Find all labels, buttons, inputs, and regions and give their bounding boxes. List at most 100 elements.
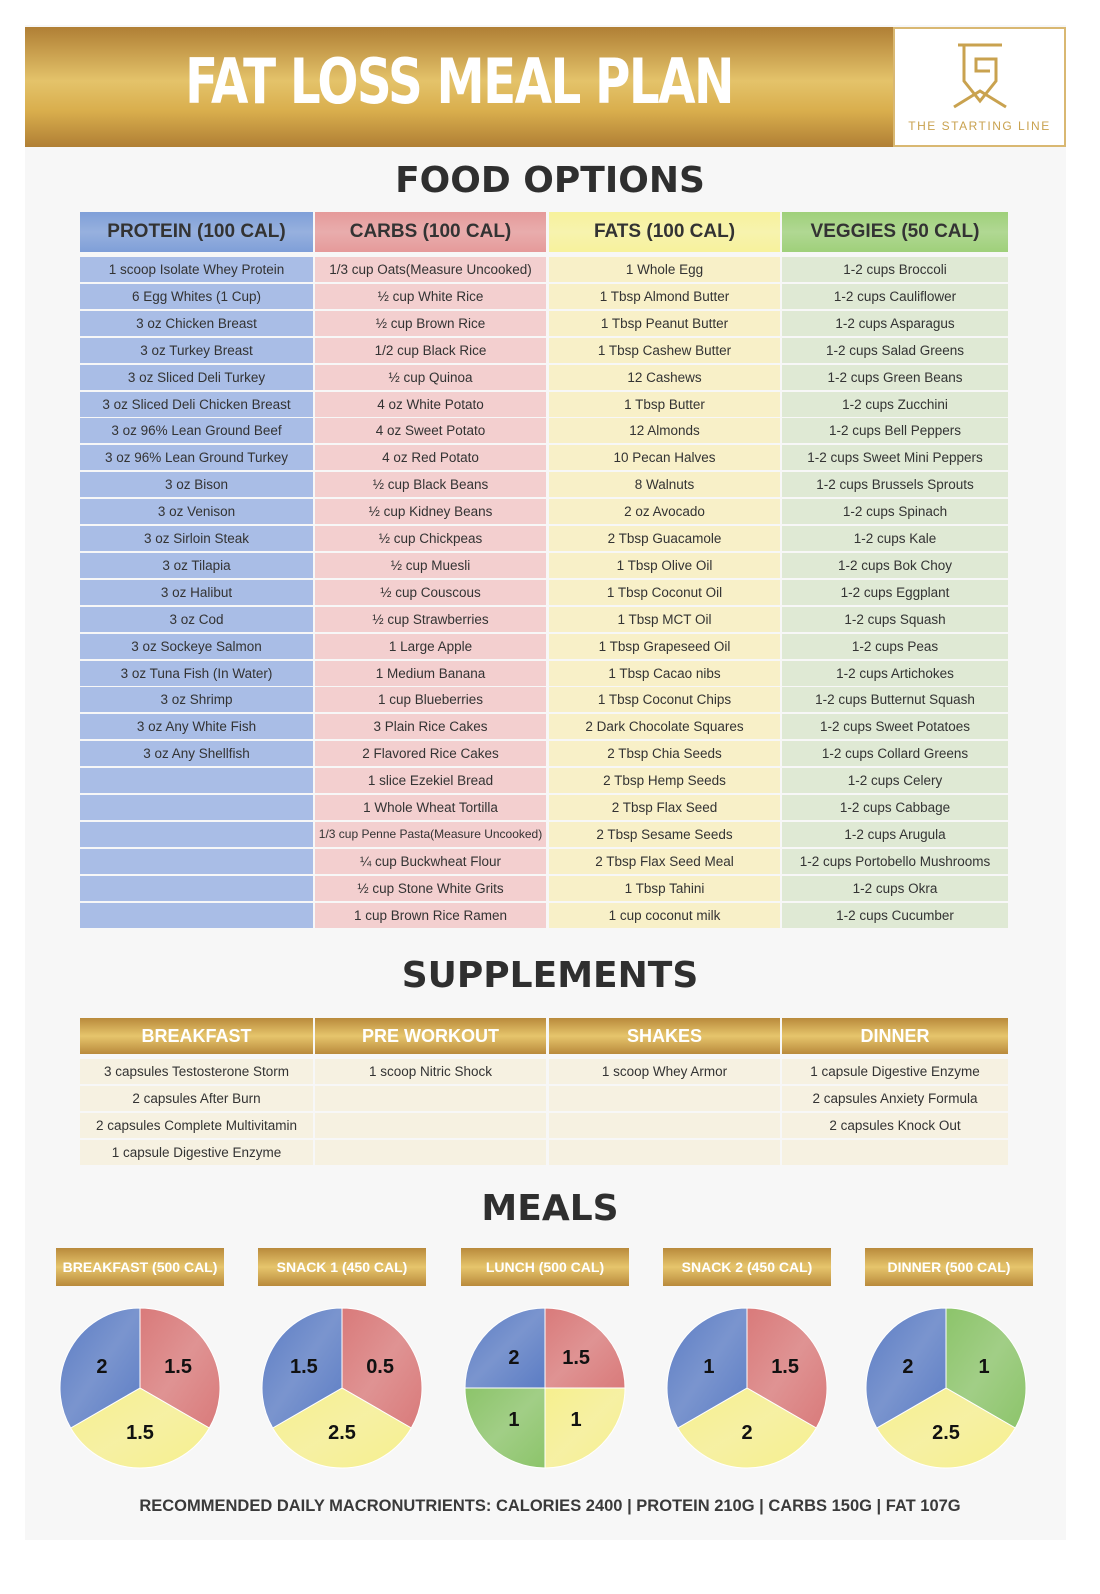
pie-slice-fats xyxy=(70,1387,210,1469)
meals-title: MEALS xyxy=(481,1188,619,1229)
food-item-carbs: 1 Large Apple xyxy=(315,633,546,659)
food-item-fats: 1 cup coconut milk xyxy=(549,902,780,928)
food-item-carbs: ½ cup Quinoa xyxy=(315,364,546,390)
food-item-protein: 3 oz Tuna Fish (In Water) xyxy=(80,660,313,686)
pie-slice-fats xyxy=(677,1387,817,1469)
food-item-veggies: 1-2 cups Cauliflower xyxy=(782,283,1008,309)
supplement-item: 2 capsules After Burn xyxy=(80,1086,313,1111)
food-item-carbs: 4 oz White Potato xyxy=(315,391,546,417)
food-item-fats: 8 Walnuts xyxy=(549,472,780,498)
pie-slice-protein xyxy=(464,1307,546,1389)
pie-slice-label: 1.5 xyxy=(771,1356,799,1378)
food-item-carbs: 1 cup Brown Rice Ramen xyxy=(315,902,546,928)
pie-slice-protein xyxy=(59,1307,141,1429)
pie-slice-veggies xyxy=(464,1387,546,1469)
food-item-carbs: ½ cup White Rice xyxy=(315,283,546,309)
food-item-veggies: 1-2 cups Bok Choy xyxy=(782,552,1008,578)
pie-slice-label: 1.5 xyxy=(126,1422,154,1444)
food-item-carbs: 1 Whole Wheat Tortilla xyxy=(315,795,546,820)
supplement-item xyxy=(315,1086,546,1111)
column-header-veggies: VEGGIES (50 CAL) xyxy=(782,212,1008,252)
supplement-item: 2 capsules Knock Out xyxy=(782,1113,1008,1138)
food-item-veggies: 1-2 cups Cabbage xyxy=(782,795,1008,820)
food-item-protein: 3 oz Bison xyxy=(80,472,313,498)
food-item-carbs: 4 oz Sweet Potato xyxy=(315,418,546,444)
food-item-veggies: 1-2 cups Sweet Potatoes xyxy=(782,714,1008,740)
food-item-veggies: 1-2 cups Spinach xyxy=(782,499,1008,525)
supplement-item xyxy=(315,1140,546,1165)
food-item-carbs: ½ cup Kidney Beans xyxy=(315,499,546,525)
column-header-protein: PROTEIN (100 CAL) xyxy=(80,212,313,252)
supplement-item xyxy=(549,1086,780,1111)
column-header-carbs: CARBS (100 CAL) xyxy=(315,212,546,252)
daily-macros-footer: RECOMMENDED DAILY MACRONUTRIENTS: CALORI… xyxy=(139,1497,961,1515)
food-item-protein xyxy=(80,795,313,820)
food-item-carbs: 1 cup Blueberries xyxy=(315,687,546,713)
food-item-veggies: 1-2 cups Kale xyxy=(782,526,1008,551)
food-item-veggies: 1-2 cups Eggplant xyxy=(782,579,1008,605)
supplement-item: 3 capsules Testosterone Storm xyxy=(80,1059,313,1084)
food-item-fats: 1 Tbsp Peanut Butter xyxy=(549,310,780,336)
meal-label: SNACK 2 (450 CAL) xyxy=(663,1248,831,1286)
food-item-veggies: 1-2 cups Butternut Squash xyxy=(782,687,1008,713)
food-item-veggies: 1-2 cups Bell Peppers xyxy=(782,418,1008,444)
food-item-protein: 3 oz 96% Lean Ground Beef xyxy=(80,418,313,444)
pie-slice-label: 1.5 xyxy=(562,1347,590,1369)
pie-slice-label: 1 xyxy=(703,1356,714,1378)
food-item-veggies: 1-2 cups Asparagus xyxy=(782,310,1008,336)
supplement-header-pre-workout: PRE WORKOUT xyxy=(315,1018,546,1054)
food-item-veggies: 1-2 cups Peas xyxy=(782,633,1008,659)
food-item-carbs: 1/3 cup Oats(Measure Uncooked) xyxy=(315,257,546,282)
food-item-protein: 1 scoop Isolate Whey Protein xyxy=(80,257,313,282)
food-item-fats: 1 Tbsp Coconut Oil xyxy=(549,579,780,605)
supplement-item: 2 capsules Complete Multivitamin xyxy=(80,1113,313,1138)
pie-slice-veggies xyxy=(945,1307,1027,1429)
food-item-veggies: 1-2 cups Collard Greens xyxy=(782,741,1008,767)
food-item-carbs: ¼ cup Buckwheat Flour xyxy=(315,848,546,874)
supplement-item: 2 capsules Anxiety Formula xyxy=(782,1086,1008,1111)
pie-slice-fats xyxy=(272,1387,412,1469)
logo-mark-icon xyxy=(953,43,1007,109)
food-item-fats: 1 Tbsp Olive Oil xyxy=(549,552,780,578)
food-item-fats: 2 Tbsp Chia Seeds xyxy=(549,741,780,767)
food-item-protein: 3 oz Tilapia xyxy=(80,552,313,578)
meal-label: BREAKFAST (500 CAL) xyxy=(56,1248,224,1286)
food-item-protein: 3 oz Any White Fish xyxy=(80,714,313,740)
food-item-protein xyxy=(80,875,313,901)
food-item-carbs: ½ cup Muesli xyxy=(315,552,546,578)
supplement-header-shakes: SHAKES xyxy=(549,1018,780,1054)
food-item-protein: 3 oz Cod xyxy=(80,606,313,632)
pie-slice-protein xyxy=(261,1307,343,1429)
food-item-veggies: 1-2 cups Zucchini xyxy=(782,391,1008,417)
food-item-carbs: ½ cup Black Beans xyxy=(315,472,546,498)
food-item-veggies: 1-2 cups Green Beans xyxy=(782,364,1008,390)
food-item-carbs: ½ cup Brown Rice xyxy=(315,310,546,336)
food-item-protein xyxy=(80,768,313,794)
food-item-protein: 3 oz Sirloin Steak xyxy=(80,526,313,551)
food-item-carbs: 1 slice Ezekiel Bread xyxy=(315,768,546,794)
pie-slice-label: 2 xyxy=(508,1347,519,1369)
food-item-protein xyxy=(80,902,313,928)
food-item-carbs: 1/2 cup Black Rice xyxy=(315,337,546,363)
food-item-fats: 2 Tbsp Guacamole xyxy=(549,526,780,551)
food-item-protein: 6 Egg Whites (1 Cup) xyxy=(80,283,313,309)
supplement-header-breakfast: BREAKFAST xyxy=(80,1018,313,1054)
food-item-veggies: 1-2 cups Brussels Sprouts xyxy=(782,472,1008,498)
pie-slice-label: 2.5 xyxy=(328,1422,356,1444)
food-item-veggies: 1-2 cups Portobello Mushrooms xyxy=(782,848,1008,874)
pie-slice-label: 0.5 xyxy=(366,1356,394,1378)
food-item-fats: 2 oz Avocado xyxy=(549,499,780,525)
food-item-protein: 3 oz 96% Lean Ground Turkey xyxy=(80,445,313,471)
food-item-protein: 3 oz Sliced Deli Chicken Breast xyxy=(80,391,313,417)
food-item-veggies: 1-2 cups Squash xyxy=(782,606,1008,632)
pie-slice-fats xyxy=(544,1387,626,1469)
meal-label: DINNER (500 CAL) xyxy=(865,1248,1033,1286)
food-item-protein: 3 oz Halibut xyxy=(80,579,313,605)
food-item-veggies: 1-2 cups Sweet Mini Peppers xyxy=(782,445,1008,471)
food-item-protein: 3 oz Venison xyxy=(80,499,313,525)
supplement-item xyxy=(782,1140,1008,1165)
pie-slice-label: 1 xyxy=(571,1409,582,1431)
food-item-carbs: 1/3 cup Penne Pasta(Measure Uncooked) xyxy=(315,821,546,847)
column-header-fats: FATS (100 CAL) xyxy=(549,212,780,252)
